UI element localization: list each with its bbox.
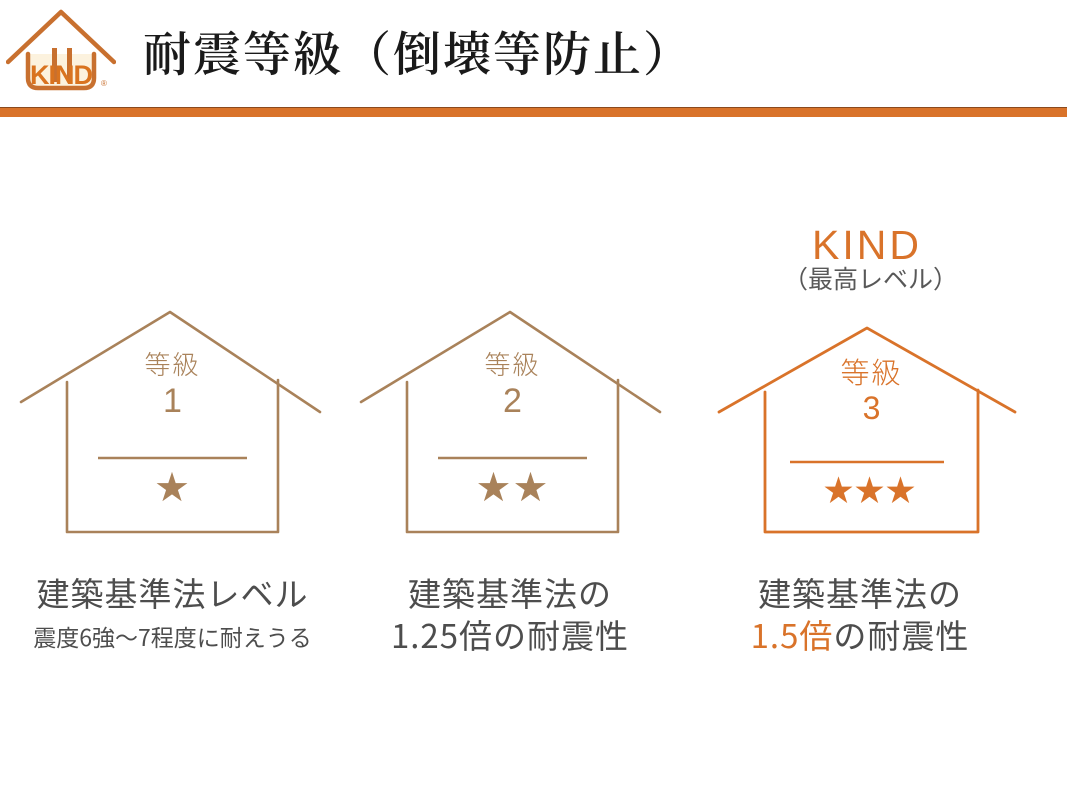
svg-text:★★★: ★★★ [824,466,917,510]
